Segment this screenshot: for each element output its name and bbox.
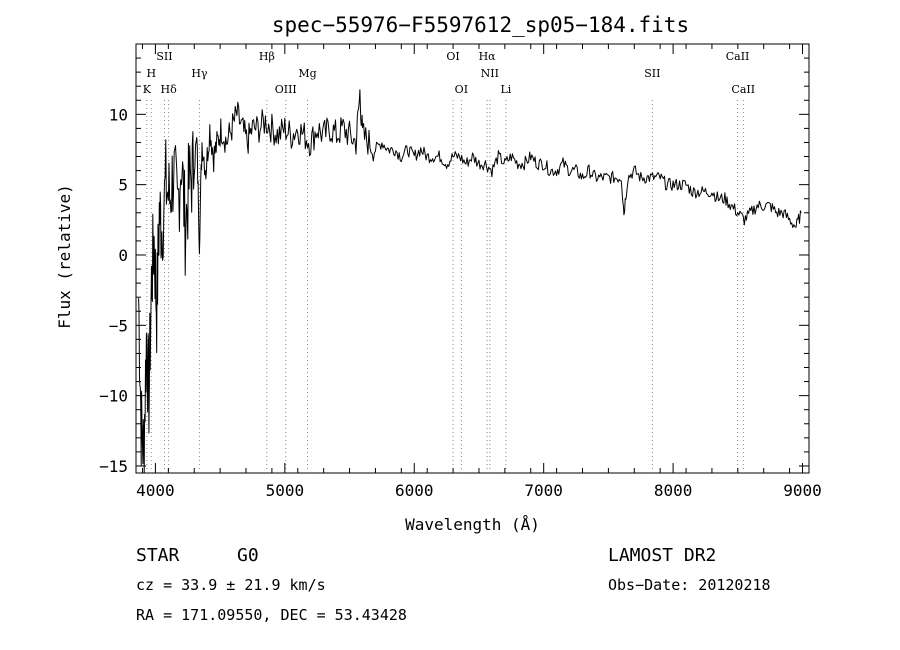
y-axis-label: Flux (relative) — [55, 184, 74, 329]
plot-frame — [135, 43, 810, 474]
x-tick-label: 6000 — [395, 481, 434, 500]
redshift-readout: cz = 33.9 ± 21.9 km/s — [136, 576, 326, 594]
line-marker-label: SII — [156, 50, 172, 63]
object-class: STAR — [136, 545, 180, 566]
line-marker-label: Li — [500, 83, 511, 96]
spectral-subclass: G0 — [237, 545, 259, 566]
line-marker-label: NII — [481, 67, 499, 80]
line-marker-label: Hγ — [191, 67, 208, 80]
survey-name: LAMOST DR2 — [608, 545, 716, 566]
line-marker-label: OI — [446, 50, 459, 63]
x-tick-label: 9000 — [783, 481, 822, 500]
y-tick-label: −10 — [99, 387, 128, 406]
x-tick-label: 8000 — [654, 481, 693, 500]
line-marker-label: SII — [644, 67, 660, 80]
line-marker-label: OI — [455, 83, 468, 96]
x-tick-label: 7000 — [524, 481, 563, 500]
line-marker-label: K — [143, 83, 152, 96]
line-marker-label: OIII — [275, 83, 297, 96]
line-marker-label: H — [146, 67, 156, 80]
x-tick-label: 5000 — [266, 481, 305, 500]
line-marker-label: Hδ — [161, 83, 178, 96]
y-tick-label: −15 — [99, 457, 128, 476]
y-tick-label: 10 — [109, 105, 128, 124]
line-marker-label: CaII — [731, 83, 755, 96]
chart-title: spec−55976−F5597612_sp05−184.fits — [272, 13, 689, 37]
coordinates-readout: RA = 171.09550, DEC = 53.43428 — [136, 606, 407, 624]
y-tick-label: 5 — [118, 176, 128, 195]
observation-date: Obs−Date: 20120218 — [608, 576, 771, 594]
y-tick-label: 0 — [118, 246, 128, 265]
x-tick-label: 4000 — [136, 481, 175, 500]
line-marker-label: CaII — [726, 50, 750, 63]
y-tick-label: −5 — [109, 316, 128, 335]
line-marker-label: Hβ — [259, 50, 275, 63]
spectrum-series-line — [138, 89, 802, 474]
x-axis-label: Wavelength (Å) — [405, 515, 540, 534]
line-marker-label: Mg — [298, 67, 316, 80]
line-marker-label: Hα — [479, 50, 497, 63]
